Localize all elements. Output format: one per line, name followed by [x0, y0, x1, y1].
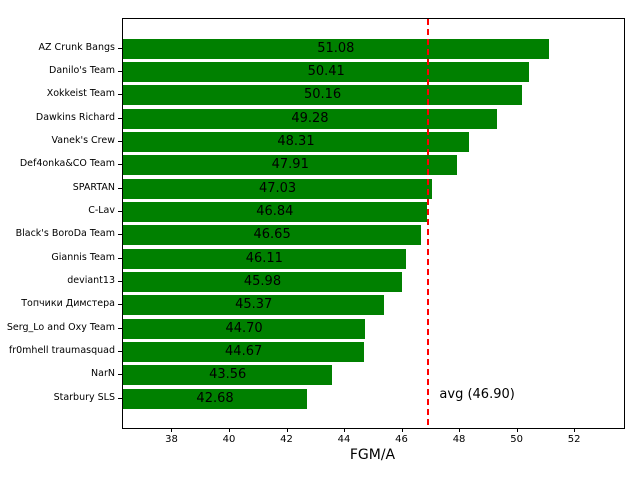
bar-value-label: 46.84: [256, 203, 294, 219]
bar-value-label: 44.67: [225, 343, 263, 359]
x-tick-label: 44: [337, 434, 351, 445]
bar-value-label: 50.16: [303, 87, 342, 103]
y-tick-mark: [118, 187, 122, 189]
y-tick-label: AZ Crunk Bangs: [38, 41, 115, 53]
y-tick-mark: [118, 350, 122, 352]
y-tick-mark: [118, 140, 122, 142]
y-tick-label: Black's BoroDa Team: [15, 228, 115, 240]
y-tick-label: Serg_Lo and Oxy Team: [6, 321, 115, 333]
bar-value-label: 46.65: [253, 227, 291, 243]
y-tick-label: Giannis Team: [51, 251, 115, 263]
y-tick-mark: [118, 94, 122, 96]
x-tick-label: 52: [567, 434, 581, 445]
plot-area: 51.08 50.41 50.16 49.28 48.31 47.91 47.03 46.84…: [122, 18, 625, 429]
bar-value-label: 51.08: [317, 40, 355, 56]
x-tick-label: 42: [280, 434, 293, 445]
bar-value-label: 43.56: [209, 367, 247, 383]
x-tick-mark: [574, 428, 576, 432]
x-tick-label: 38: [165, 434, 178, 445]
bar-value-label: 45.37: [235, 297, 273, 313]
bar-value-label: 49.28: [291, 110, 329, 126]
x-axis-title: FGM/A: [349, 447, 396, 463]
y-tick-label: Vanek's Crew: [51, 134, 115, 146]
bar: [123, 271, 402, 292]
x-tick-mark: [171, 428, 173, 432]
y-tick-mark: [118, 164, 122, 166]
y-tick-label: Xokkeist Team: [46, 88, 115, 100]
y-tick-mark: [118, 71, 122, 73]
bar: [123, 178, 433, 199]
bar: [123, 365, 333, 386]
bar: [123, 388, 308, 409]
y-tick-label: deviant13: [67, 274, 115, 286]
bar: [123, 85, 523, 106]
average-line: [427, 19, 430, 428]
y-tick-label: Dawkins Richard: [35, 111, 115, 123]
bar: [123, 38, 549, 59]
y-tick-label: fr0mhell traumasquad: [8, 344, 115, 356]
y-tick-mark: [118, 210, 122, 212]
y-tick-mark: [118, 374, 122, 376]
bar: [123, 318, 366, 339]
bar-value-label: 45.98: [243, 273, 282, 289]
x-tick-mark: [228, 428, 230, 432]
y-tick-mark: [118, 397, 122, 399]
y-tick-label: SPARTAN: [72, 181, 115, 193]
y-tick-mark: [118, 117, 122, 119]
bar: [123, 131, 469, 152]
y-tick-label: Danilo's Team: [49, 65, 115, 77]
average-annotation: avg (46.90): [439, 387, 515, 402]
bar: [123, 248, 406, 269]
y-tick-label: NarN: [91, 368, 115, 380]
x-tick-label: 46: [395, 434, 408, 445]
bar: [123, 108, 497, 129]
x-tick-label: 40: [222, 434, 236, 445]
bar: [123, 155, 458, 176]
x-tick-mark: [401, 428, 403, 432]
y-tick-mark: [118, 327, 122, 329]
y-tick-mark: [118, 280, 122, 282]
bar: [123, 295, 385, 316]
x-tick-mark: [286, 428, 288, 432]
x-tick-label: 48: [452, 434, 466, 445]
y-tick-mark: [118, 47, 122, 49]
x-tick-mark: [516, 428, 518, 432]
bar-value-label: 47.91: [271, 157, 309, 173]
y-tick-mark: [118, 257, 122, 259]
bar-value-label: 42.68: [196, 390, 234, 406]
x-tick-label: 50: [510, 434, 523, 445]
y-tick-label: Топчики Димстера: [21, 298, 115, 310]
x-tick-mark: [459, 428, 461, 432]
bar-value-label: 46.11: [245, 250, 283, 266]
y-tick-label: Def4onka&CO Team: [19, 158, 115, 170]
x-tick-mark: [344, 428, 346, 432]
bar-value-label: 44.70: [225, 320, 263, 336]
bar: [123, 341, 365, 362]
bar: [123, 201, 427, 222]
bar-value-label: 50.41: [307, 64, 345, 80]
bar-value-label: 47.03: [258, 180, 297, 196]
y-tick-label: Starbury SLS: [53, 391, 115, 403]
bar-value-label: 48.31: [277, 133, 315, 149]
bar: [123, 225, 422, 246]
y-tick-mark: [118, 234, 122, 236]
y-tick-label: C-Lav: [88, 204, 115, 216]
y-tick-mark: [118, 304, 122, 306]
